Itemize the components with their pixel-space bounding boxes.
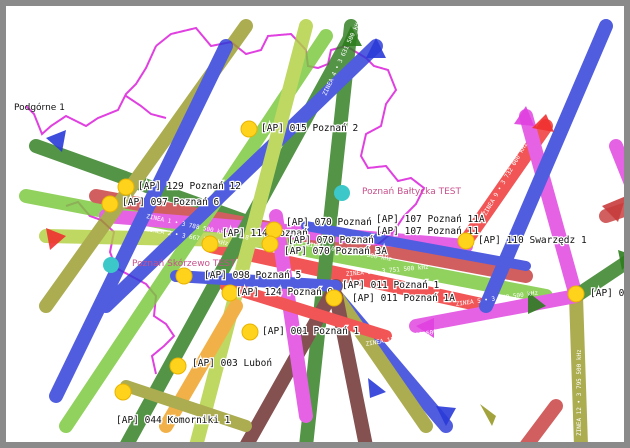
ap-marker[interactable] [175,267,193,285]
ap-label: [AP] 097 Poznań 6 [122,197,220,208]
ap-marker[interactable] [241,323,259,341]
link-line [170,270,342,292]
arrowhead [46,130,66,152]
region-label: Podgórne 1 [14,102,65,113]
ap-label: [AP] 011 Poznań 1A [352,293,455,304]
ap-marker[interactable] [201,235,219,253]
ap-label: [AP] 012 Sia [590,288,630,299]
link-line [520,399,563,442]
test-point-marker[interactable] [334,185,350,201]
ap-marker[interactable] [114,383,132,401]
arrowhead [342,26,362,46]
ap-label: [AP] 070 Poznań [286,217,372,228]
link-line [519,109,583,303]
link-line [329,289,433,433]
link-line [99,39,383,313]
link-line [189,19,313,442]
ap-label: [AP] 070 Poznań [288,235,374,246]
ap-marker[interactable] [221,284,239,302]
arrowhead [366,38,386,58]
ap-marker[interactable] [101,195,119,213]
test-points[interactable]: Poznań Bałtycka TEST Poznań Skórzewo TES… [103,185,461,273]
link-line [301,221,531,271]
arrowhead [602,196,624,222]
arrowhead [416,318,434,338]
link-line [409,289,583,333]
arrowhead [368,378,386,398]
ap-label: [AP] 011 Poznań 1 [342,280,440,291]
ap-label: [AP] 110 Swarzędz 1 [478,235,587,246]
link-line [299,19,358,442]
link-line [49,39,233,403]
ap-label: [AP] 044 Komorniki 1 [116,415,231,426]
ap-marker[interactable] [240,120,258,138]
ap-label: [AP] 098 Poznań 5 [204,270,301,281]
ap-marker[interactable] [169,357,187,375]
arrowhead [480,404,496,426]
link-line [204,239,493,313]
link-line [220,280,392,342]
link-label: ZINEA 12 • 3 795 500 kHz [576,349,583,436]
link-line [269,209,313,423]
arrowhead [532,114,554,132]
ap-label: [AP] 107 Poznań 11 [376,226,479,237]
ap-label: [AP] 114 Poznań [222,228,308,239]
test-point-marker[interactable] [103,257,119,273]
arrowhead [514,106,534,126]
arrowhead [46,228,66,250]
ap-marker[interactable] [457,232,475,250]
arrowhead [618,250,624,270]
ap-label: [AP] 015 Poznań 2 [261,123,358,134]
link-line [120,380,252,432]
test-point-label: Poznań Skórzewo TEST [132,258,236,269]
link-line [569,255,624,303]
link-layer [19,19,624,442]
arrowheads [46,26,624,426]
ap-label: [AP] 001 Poznań 1 [262,326,360,337]
ap-label: [AP] 107 Poznań 11A [376,214,485,225]
ap-marker[interactable] [117,178,135,196]
test-point-label: Poznań Bałtycka TEST [362,187,461,197]
arrowhead [436,406,456,426]
link-line [609,139,624,185]
ap-label: [AP] 003 Luboń [192,358,272,369]
network-map[interactable]: ZINEA 1 • 3 788 500 kHz • 1.8° ZINEA 2 •… [6,6,630,448]
ap-label: [AP] 070 Poznań 3A [284,246,387,257]
link-line [569,289,588,442]
arrowhead [528,292,546,314]
city-boundary [25,26,426,375]
access-points[interactable]: [AP] 015 Poznań 2 [AP] 129 Poznań 12 [AP… [101,120,630,427]
ap-marker[interactable] [567,285,585,303]
ap-marker[interactable] [265,221,283,239]
ap-marker[interactable] [261,235,279,253]
ap-label: [AP] 129 Poznań 12 [138,181,241,192]
ap-label: [AP] 124 Poznań 9 [236,287,334,298]
ap-marker[interactable] [325,289,343,307]
